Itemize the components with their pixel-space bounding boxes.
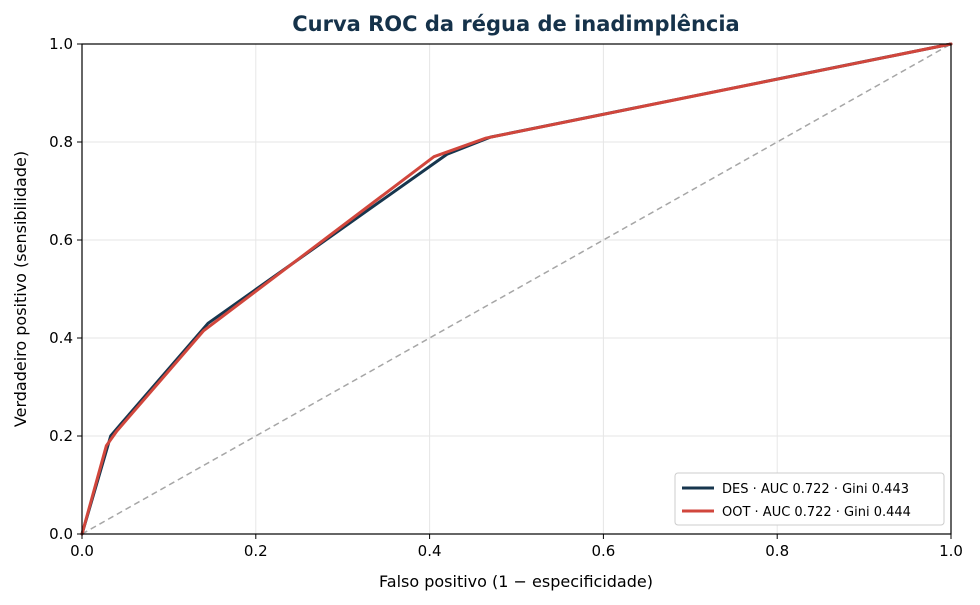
- x-tick-label: 0.8: [765, 542, 789, 560]
- plot-frame: [81, 43, 952, 535]
- y-tick-label: 1.0: [49, 35, 73, 53]
- legend: DES · AUC 0.722 · Gini 0.443 OOT · AUC 0…: [674, 472, 945, 526]
- y-tick-label: 0.8: [49, 133, 73, 151]
- y-tick-label: 0.2: [49, 427, 73, 445]
- y-axis-label: Verdadeiro positivo (sensibilidade): [11, 151, 30, 427]
- axis-ticks: 0.0 0.2 0.4 0.6 0.8 1.0 0.0 0.2 0.4 0.6 0.8 1.0: [49, 35, 963, 560]
- grid: [81, 43, 952, 535]
- random-classifier-diagonal: [81, 43, 952, 535]
- legend-label-oot: OOT · AUC 0.722 · Gini 0.444: [722, 505, 911, 520]
- x-tick-label: 0.0: [70, 542, 94, 560]
- x-tick-label: 0.4: [418, 542, 442, 560]
- x-tick-label: 1.0: [939, 542, 963, 560]
- series-line-des: [80, 42, 953, 536]
- y-tick-label: 0.0: [49, 525, 73, 543]
- legend-label-des: DES · AUC 0.722 · Gini 0.443: [722, 482, 909, 497]
- x-axis-label: Falso positivo (1 − especificidade): [379, 572, 653, 591]
- x-tick-label: 0.6: [591, 542, 615, 560]
- chart-title: Curva ROC da régua de inadimplência: [292, 12, 739, 36]
- legend-box: [674, 472, 945, 526]
- x-tick-label: 0.2: [244, 542, 268, 560]
- series-layer: [80, 42, 953, 536]
- y-tick-label: 0.6: [49, 231, 73, 249]
- series-line-oot: [80, 42, 953, 536]
- y-tick-label: 0.4: [49, 329, 73, 347]
